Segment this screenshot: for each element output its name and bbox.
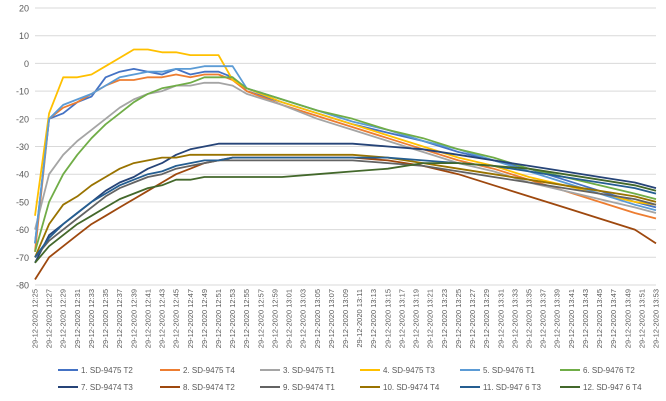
legend-label: 11. SD-947 6 T3	[483, 383, 542, 392]
x-tick-label: 29-12-2020 13:21	[426, 289, 435, 348]
y-tick-label: -40	[16, 170, 29, 180]
legend-label: 10. SD-9474 T4	[383, 383, 440, 392]
x-tick-label: 29-12-2020 12:31	[73, 289, 82, 348]
series-line-1	[34, 68, 657, 244]
x-tick-label: 29-12-2020 12:47	[186, 289, 195, 348]
x-tick-label: 29-12-2020 13:47	[609, 289, 618, 348]
legend-label: 8. SD-9474 T2	[183, 383, 235, 392]
x-tick-label: 29-12-2020 13:07	[327, 289, 336, 348]
x-tick-label: 29-12-2020 13:15	[383, 289, 392, 348]
y-tick-label: -60	[16, 225, 29, 235]
x-tick-label: 29-12-2020 12:27	[45, 289, 54, 348]
y-tick-label: 0	[24, 59, 29, 69]
y-tick-label: -20	[16, 114, 29, 124]
x-tick-label: 29-12-2020 12:49	[200, 289, 209, 348]
x-tick-label: 29-12-2020 13:31	[496, 289, 505, 348]
y-tick-label: -10	[16, 87, 29, 97]
x-tick-label: 29-12-2020 12:45	[172, 289, 181, 348]
x-tick-label: 29-12-2020 13:19	[412, 289, 421, 348]
series-line-10	[34, 153, 657, 258]
legend-label: 6. SD-9476 T2	[583, 366, 635, 375]
x-tick-label: 29-12-2020 12:55	[242, 289, 251, 348]
series-lines	[34, 48, 657, 280]
x-tick-label: 29-12-2020 13:37	[539, 289, 548, 348]
x-tick-label: 29-12-2020 13:29	[482, 289, 491, 348]
y-tick-label: -70	[16, 253, 29, 263]
x-tick-label: 29-12-2020 12:57	[256, 289, 265, 348]
x-tick-label: 29-12-2020 13:43	[581, 289, 590, 348]
x-tick-label: 29-12-2020 12:53	[228, 289, 237, 348]
x-tick-label: 29-12-2020 13:41	[567, 289, 576, 348]
x-tick-label: 29-12-2020 13:53	[652, 289, 661, 348]
x-tick-label: 29-12-2020 13:51	[637, 289, 646, 348]
legend-label: 12. SD-947 6 T4	[583, 383, 642, 392]
y-tick-label: 10	[19, 31, 29, 41]
x-tick-label: 29-12-2020 13:23	[440, 289, 449, 348]
x-tick-label: 29-12-2020 13:25	[454, 289, 463, 348]
series-line-12	[34, 162, 657, 264]
y-tick-label: -50	[16, 197, 29, 207]
y-tick-label: -80	[16, 281, 29, 291]
y-tick-label: -30	[16, 142, 29, 152]
series-line-5	[34, 65, 657, 244]
x-tick-label: 29-12-2020 12:25	[31, 289, 40, 348]
x-tick-label: 29-12-2020 13:03	[299, 289, 308, 348]
x-tick-label: 29-12-2020 13:35	[524, 289, 533, 348]
legend: 1. SD-9475 T2 2. SD-9475 T4 3. SD-9475 T1 4…	[58, 366, 642, 392]
x-tick-label: 29-12-2020 12:43	[158, 289, 167, 348]
x-tick-label: 29-12-2020 12:39	[129, 289, 138, 348]
legend-label: 1. SD-9475 T2	[81, 366, 133, 375]
series-line-9	[34, 159, 657, 258]
series-line-4	[34, 48, 657, 216]
gridlines	[35, 7, 656, 286]
x-tick-label: 29-12-2020 13:33	[510, 289, 519, 348]
legend-label: 9. SD-9474 T1	[283, 383, 335, 392]
x-tick-label: 29-12-2020 13:13	[369, 289, 378, 348]
x-tick-label: 29-12-2020 13:17	[397, 289, 406, 348]
x-tick-label: 29-12-2020 13:11	[355, 289, 364, 348]
series-line-2	[34, 73, 657, 252]
legend-label: 2. SD-9475 T4	[183, 366, 235, 375]
x-tick-label: 29-12-2020 13:01	[285, 289, 294, 348]
x-tick-label: 29-12-2020 13:09	[341, 289, 350, 348]
legend-label: 5. SD-9476 T1	[483, 366, 535, 375]
x-tick-label: 29-12-2020 12:37	[115, 289, 124, 348]
x-tick-label: 29-12-2020 12:59	[270, 289, 279, 348]
x-tick-label: 29-12-2020 12:33	[87, 289, 96, 348]
x-tick-label: 29-12-2020 12:35	[101, 289, 110, 348]
legend-label: 3. SD-9475 T1	[283, 366, 335, 375]
x-tick-label: 29-12-2020 12:41	[143, 289, 152, 348]
x-tick-label: 29-12-2020 13:49	[623, 289, 632, 348]
legend-label: 7. SD-9474 T3	[81, 383, 133, 392]
x-axis-ticks: 29-12-2020 12:25 29-12-2020 12:27 29-12-20…	[31, 289, 661, 348]
x-tick-label: 29-12-2020 12:29	[59, 289, 68, 348]
series-line-7	[34, 142, 657, 264]
legend-label: 4. SD-9475 T3	[383, 366, 435, 375]
x-tick-label: 29-12-2020 13:39	[553, 289, 562, 348]
series-line-11	[34, 156, 657, 258]
x-tick-label: 29-12-2020 13:45	[595, 289, 604, 348]
x-tick-label: 29-12-2020 13:27	[468, 289, 477, 348]
y-axis-ticks: 20 10 0 -10 -20 -30 -40 -50 -60 -70 -80	[16, 4, 29, 291]
y-tick-label: 20	[19, 4, 29, 14]
x-tick-label: 29-12-2020 13:05	[313, 289, 322, 348]
x-tick-label: 29-12-2020 12:51	[214, 289, 223, 348]
